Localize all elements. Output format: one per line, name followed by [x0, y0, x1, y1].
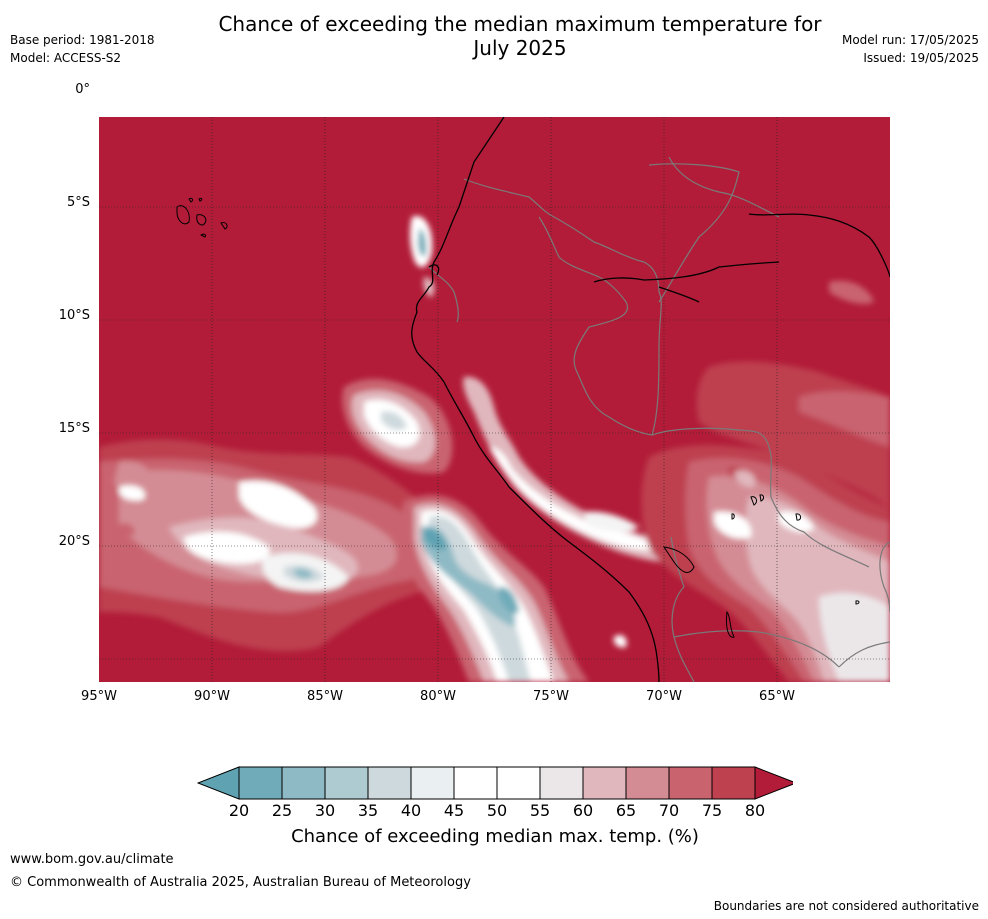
probability-map [99, 117, 890, 682]
colorbar-tick-label: 25 [271, 801, 293, 820]
colorbar-tick-label: 30 [314, 801, 336, 820]
colorbar-tick-label: 70 [658, 801, 680, 820]
colorbar-tick-label: 40 [400, 801, 422, 820]
colorbar-segment [668, 766, 713, 800]
colorbar-segment [539, 766, 584, 800]
title-line-1: Chance of exceeding the median maximum t… [218, 12, 822, 36]
model-run: Model run: 17/05/2025 [841, 33, 979, 47]
colorbar-segment [367, 766, 412, 800]
colorbar-tick-label: 35 [357, 801, 379, 820]
lon-label-65w: 65°W [759, 689, 795, 704]
colorbar-segment [496, 766, 541, 800]
base-period: Base period: 1981-2018 [10, 33, 155, 47]
lon-label-80w: 80°W [420, 689, 456, 704]
colorbar-tick-label: 75 [701, 801, 723, 820]
footer-boundary-note: Boundaries are not considered authoritat… [713, 899, 979, 913]
issued-date: Issued: 19/05/2025 [863, 51, 979, 65]
footer-copyright: © Commonwealth of Australia 2025, Austra… [10, 875, 471, 890]
colorbar-segment [625, 766, 670, 800]
lat-label-5s: 5°S [66, 195, 90, 210]
colorbar-segment [410, 766, 455, 800]
metadata-left: Base period: 1981-2018 Model: ACCESS-S2 [10, 31, 155, 67]
colorbar-tick-label: 45 [443, 801, 465, 820]
lon-label-75w: 75°W [533, 689, 569, 704]
lon-label-95w: 95°W [81, 689, 117, 704]
metadata-right: Model run: 17/05/2025 Issued: 19/05/2025 [842, 31, 979, 67]
colorbar-tick-label: 60 [572, 801, 594, 820]
colorbar-tick-label: 50 [486, 801, 508, 820]
colorbar-arrow-high [754, 766, 793, 800]
colorbar-segment [324, 766, 369, 800]
colorbar-tick-label: 65 [615, 801, 637, 820]
footer-url: www.bom.gov.au/climate [10, 852, 174, 867]
lat-label-20s: 20°S [58, 534, 90, 549]
colorbar-label: Chance of exceeding median max. temp. (%… [291, 826, 699, 847]
lon-label-85w: 85°W [307, 689, 343, 704]
islands [176, 197, 860, 638]
colorbar-segments [197, 766, 793, 800]
map-title: Chance of exceeding the median maximum t… [170, 12, 870, 60]
lat-label-10s: 10°S [58, 308, 90, 323]
lat-label-15s: 15°S [58, 421, 90, 436]
colorbar-tick-label: 20 [228, 801, 250, 820]
colorbar-segment [582, 766, 627, 800]
colorbar-segment [453, 766, 498, 800]
colorbar-tick-label: 55 [529, 801, 551, 820]
graticule [99, 117, 890, 682]
lon-label-90w: 90°W [194, 689, 230, 704]
colorbar [197, 766, 793, 800]
country-borders [428, 156, 890, 682]
colorbar-segment [711, 766, 756, 800]
coastline [411, 117, 890, 682]
model-name: Model: ACCESS-S2 [10, 51, 122, 65]
colorbar-segment [238, 766, 283, 800]
colorbar-arrow-low [197, 766, 240, 800]
colorbar-segment [281, 766, 326, 800]
colorbar-tick-label: 80 [744, 801, 766, 820]
probability-contours [99, 216, 890, 682]
title-line-2: July 2025 [473, 36, 567, 60]
lon-label-70w: 70°W [646, 689, 682, 704]
lat-label-0: 0° [75, 82, 90, 97]
